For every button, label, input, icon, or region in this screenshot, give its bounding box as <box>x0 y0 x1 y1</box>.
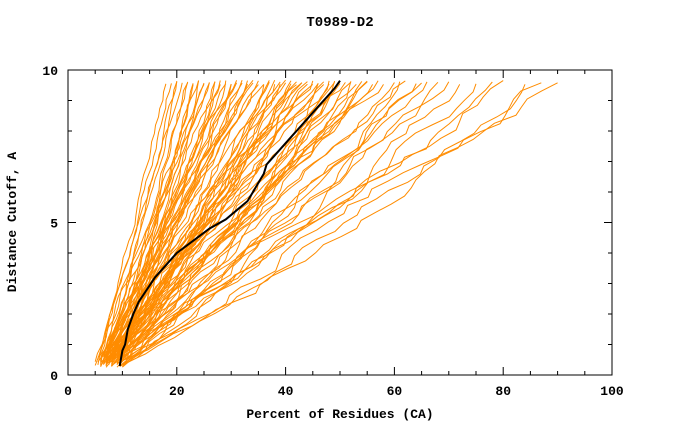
prediction-line <box>116 81 401 364</box>
prediction-line <box>113 79 286 360</box>
prediction-line <box>97 83 265 358</box>
prediction-line <box>127 82 558 359</box>
prediction-line <box>100 80 314 368</box>
prediction-line <box>102 81 178 361</box>
y-tick-label: 10 <box>42 64 58 79</box>
prediction-line <box>122 81 428 368</box>
plot-area: 0 20 40 60 80 100 0 5 10 <box>42 64 624 399</box>
prediction-line <box>100 82 189 364</box>
chart-title: T0989-D2 <box>306 15 373 31</box>
prediction-line <box>102 82 303 365</box>
prediction-line <box>116 84 461 365</box>
prediction-line <box>105 83 357 368</box>
reference-line <box>118 80 341 367</box>
x-tick-label: 100 <box>600 384 624 399</box>
prediction-line <box>102 83 330 361</box>
prediction-line <box>111 79 254 359</box>
prediction-line <box>97 82 183 365</box>
prediction-line <box>124 83 477 365</box>
y-axis-label: Distance Cutoff, A <box>5 152 20 293</box>
prediction-line <box>108 82 238 364</box>
prediction-line <box>127 84 526 363</box>
prediction-line <box>100 84 221 367</box>
prediction-line <box>103 82 254 358</box>
prediction-line <box>116 80 379 359</box>
prediction-line <box>122 80 504 362</box>
y-tick-label: 0 <box>50 369 58 384</box>
prediction-line <box>111 81 297 359</box>
prediction-line <box>111 84 374 361</box>
prediction-line <box>119 81 493 367</box>
x-axis-label: Percent of Residues (CA) <box>246 407 433 422</box>
prediction-line <box>94 82 205 362</box>
x-tick-label: 20 <box>169 384 185 399</box>
prediction-line <box>124 80 406 359</box>
x-tick-label: 80 <box>495 384 511 399</box>
prediction-line <box>111 84 265 359</box>
x-tick-label: 40 <box>278 384 294 399</box>
prediction-line <box>119 82 422 363</box>
prediction-line <box>100 83 172 362</box>
prediction-line <box>105 82 346 360</box>
x-tick-label: 60 <box>387 384 403 399</box>
x-tick-label: 0 <box>64 384 72 399</box>
prediction-line <box>122 82 542 362</box>
prediction-line <box>111 79 276 367</box>
prediction-line <box>105 84 276 364</box>
y-tick-label: 5 <box>50 217 58 232</box>
